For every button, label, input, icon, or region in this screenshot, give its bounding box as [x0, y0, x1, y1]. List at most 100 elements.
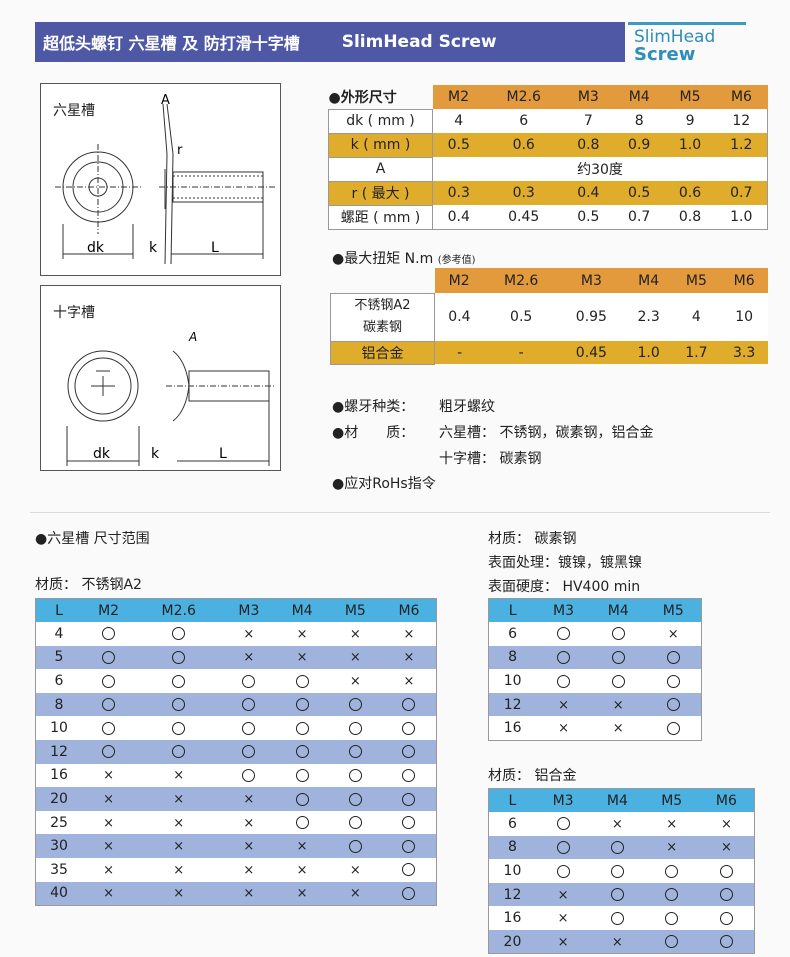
availability-cell: × — [536, 693, 591, 717]
availability-cell — [329, 693, 382, 717]
availability-cell — [536, 859, 590, 883]
availability-cell — [590, 883, 644, 907]
size-header: M2.6 — [484, 85, 563, 109]
unavailable-x-icon: × — [103, 886, 115, 902]
availability-cell — [590, 859, 644, 883]
availability-cell — [82, 693, 135, 717]
table-row: 20 × × × — [35, 787, 437, 811]
available-circle-icon — [172, 627, 186, 641]
availability-cell — [591, 646, 646, 670]
available-circle-icon — [665, 935, 679, 949]
table-row: 6 × × × — [489, 812, 755, 836]
size-header: M3 — [557, 268, 625, 293]
length-cell: 12 — [50, 743, 68, 760]
availability-cell: × — [135, 764, 222, 788]
unavailable-x-icon: × — [403, 626, 415, 642]
unavailable-x-icon: × — [243, 862, 255, 878]
available-circle-icon — [242, 768, 256, 782]
available-circle-icon — [295, 745, 309, 759]
table-row: 40 × × × × × — [35, 881, 437, 906]
availability-cell — [536, 812, 590, 836]
unavailable-x-icon: × — [173, 862, 185, 878]
dim-l: L — [219, 446, 227, 462]
availability-cell — [329, 764, 382, 788]
length-cell: 5 — [54, 649, 64, 666]
availability-cell: × — [135, 811, 222, 835]
length-cell: 8 — [507, 839, 517, 856]
range-title: ●六星槽 尺寸范围 — [35, 531, 150, 547]
unavailable-x-icon: × — [557, 887, 569, 903]
availability-cell: × — [699, 812, 755, 836]
available-circle-icon — [556, 864, 570, 878]
length-cell: 16 — [503, 720, 522, 737]
available-circle-icon — [610, 864, 624, 878]
unavailable-x-icon: × — [103, 815, 115, 831]
availability-cell: × — [135, 834, 222, 858]
blank-cell — [330, 268, 435, 293]
available-circle-icon — [102, 745, 116, 759]
availability-cell — [699, 930, 755, 954]
divider — [30, 512, 770, 513]
size-header: M6 — [720, 268, 768, 293]
unavailable-x-icon: × — [403, 674, 415, 690]
length-cell: 4 — [54, 625, 64, 642]
available-circle-icon — [102, 698, 116, 712]
availability-cell — [82, 740, 135, 764]
header-row: L M2 M2.6 M3 M4 M5 M6 — [35, 598, 437, 623]
availability-cell — [382, 740, 437, 764]
table-row: 16 × × — [36, 764, 437, 788]
availability-cell — [135, 693, 222, 717]
availability-cell — [275, 669, 328, 693]
unavailable-x-icon: × — [243, 886, 255, 902]
unavailable-x-icon: × — [612, 721, 624, 737]
size-header: M2 — [432, 85, 485, 109]
unavailable-x-icon: × — [349, 674, 361, 690]
available-circle-icon — [557, 674, 571, 688]
unavailable-x-icon: × — [611, 934, 623, 950]
unavailable-x-icon: × — [666, 816, 678, 832]
availability-cell — [699, 906, 755, 930]
material-note: 表面硬度： HV400 min — [488, 579, 641, 595]
available-circle-icon — [611, 674, 625, 688]
availability-cell: × — [222, 858, 275, 882]
material-label: 材质： 不锈钢A2 — [35, 577, 142, 593]
availability-cell: × — [591, 693, 646, 717]
logo: SlimHead Screw — [628, 22, 746, 64]
unavailable-x-icon: × — [349, 862, 361, 878]
length-cell: 35 — [50, 861, 68, 878]
cell: 1.0 — [637, 344, 660, 361]
cell: 2.3 — [637, 309, 660, 325]
table-row: 4 × × × × — [36, 622, 437, 646]
availability-cell: × — [591, 716, 646, 740]
column-header: M5 — [344, 602, 366, 619]
dim-a: A — [188, 330, 197, 344]
availability-cell — [275, 764, 328, 788]
row-label: k ( mm ) — [328, 132, 433, 158]
table-row: 35 × × × × × — [36, 858, 437, 882]
availability-cell — [275, 716, 328, 740]
availability-cell — [590, 836, 644, 860]
availability-cell: × — [82, 834, 135, 858]
header-row: L M3 M4 M5 — [488, 598, 702, 623]
availability-cell: × — [82, 882, 135, 906]
unavailable-x-icon: × — [173, 768, 185, 784]
available-circle-icon — [610, 840, 624, 854]
availability-cell: × — [222, 811, 275, 835]
row-label: r ( 最大 ) — [328, 180, 433, 206]
available-circle-icon — [348, 816, 362, 830]
label-line: 碳素钢 — [362, 320, 402, 335]
availability-cell — [82, 622, 135, 646]
availability-cell: × — [590, 930, 644, 954]
length-cell: 8 — [508, 649, 518, 666]
availability-cell — [591, 622, 646, 646]
availability-cell — [382, 693, 437, 717]
size-header: M5 — [664, 85, 716, 109]
available-circle-icon — [402, 839, 416, 853]
availability-cell — [82, 646, 135, 670]
availability-cell — [536, 836, 590, 860]
availability-cell: × — [275, 834, 328, 858]
availability-cell — [536, 646, 591, 670]
cell: 7 — [583, 113, 593, 129]
cell: - — [518, 344, 524, 361]
availability-cell — [382, 787, 437, 811]
